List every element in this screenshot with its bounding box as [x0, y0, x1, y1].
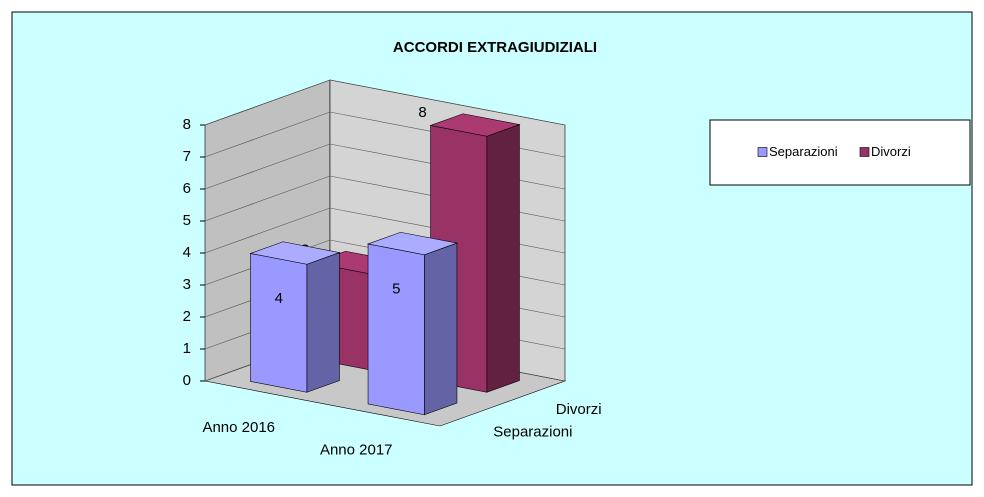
y-tick-label: 3 [183, 276, 191, 293]
legend-label: Divorzi [871, 144, 911, 159]
data-label: 8 [418, 104, 426, 121]
legend-swatch [757, 147, 768, 157]
y-tick-label: 6 [183, 180, 191, 197]
y-tick-label: 4 [183, 244, 191, 261]
bar [366, 231, 459, 416]
bar-side [306, 252, 340, 393]
legend-box [709, 119, 971, 186]
data-label: 5 [392, 280, 400, 297]
bar-side [424, 242, 458, 416]
z-tick-label: Divorzi [556, 401, 602, 418]
bar-top [249, 241, 341, 265]
y-tick-label: 7 [183, 148, 191, 165]
grid-line [204, 79, 566, 126]
bar-top [429, 113, 521, 137]
y-tick-label: 2 [183, 308, 191, 325]
data-label: 4 [275, 290, 283, 307]
x-tick-label: Anno 2016 [202, 419, 275, 436]
legend-swatch [859, 147, 870, 157]
z-tick-label: Separazioni [493, 424, 572, 441]
y-tick-label: 5 [183, 212, 191, 229]
legend-label: Separazioni [769, 144, 838, 159]
bar-front [250, 253, 308, 393]
x-tick-label: Anno 2017 [320, 442, 393, 459]
y-tick-label: 0 [183, 372, 191, 389]
bar-side [486, 124, 520, 393]
y-tick-label: 1 [183, 340, 191, 357]
bar-front [367, 243, 425, 416]
bar [249, 241, 341, 393]
chart-title: ACCORDI EXTRAGIUDIZIALI [393, 39, 597, 56]
bar-top [366, 231, 459, 256]
y-tick-label: 8 [183, 116, 191, 133]
